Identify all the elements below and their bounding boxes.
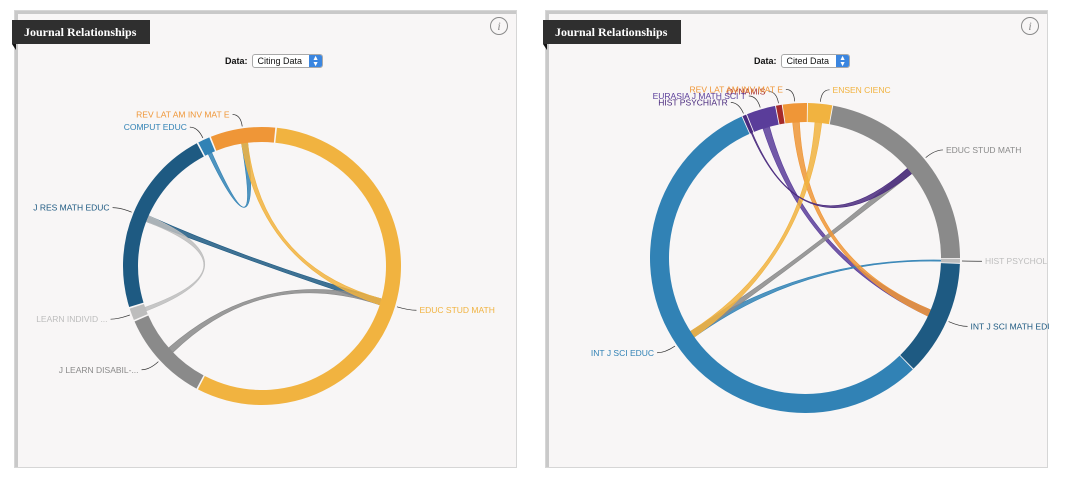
group-label: HIST PSYCHIATR bbox=[658, 98, 728, 108]
label-leader bbox=[112, 207, 132, 213]
select-arrows-icon: ▲ ▼ bbox=[836, 55, 850, 68]
group-arc[interactable] bbox=[900, 263, 960, 369]
citing-panel: Journal Relationships i Data: Citing Data… bbox=[12, 10, 517, 468]
group-arc[interactable] bbox=[123, 143, 204, 307]
info-icon[interactable]: i bbox=[490, 17, 508, 35]
group-arc[interactable] bbox=[782, 103, 808, 124]
chord-ribbon[interactable] bbox=[168, 289, 382, 353]
data-select[interactable]: Citing Data ▲ ▼ bbox=[251, 54, 324, 68]
data-label: Data: bbox=[754, 56, 777, 66]
group-label: DYNAMIS bbox=[727, 86, 766, 96]
group-label: EDUC STUD MATH bbox=[419, 305, 494, 315]
label-leader bbox=[396, 306, 417, 311]
panel-title: Journal Relationships bbox=[12, 20, 151, 50]
group-label: REV LAT AM INV MAT E bbox=[136, 110, 230, 120]
group-arc[interactable] bbox=[650, 116, 913, 413]
group-arc[interactable] bbox=[807, 103, 833, 125]
group-arc[interactable] bbox=[829, 105, 960, 259]
cited-panel: Journal Relationships i Data: Cited Data ▲… bbox=[543, 10, 1049, 468]
data-selector-row: Data: Citing Data ▲ ▼ bbox=[225, 54, 324, 68]
group-label: COMPUT EDUC bbox=[124, 122, 187, 132]
group-label: LEARN INDIVID ... bbox=[36, 314, 107, 324]
label-leader bbox=[189, 126, 204, 139]
data-select-value: Cited Data bbox=[786, 56, 830, 66]
label-leader bbox=[232, 114, 243, 127]
select-arrows-icon: ▲ ▼ bbox=[309, 55, 323, 68]
group-arc[interactable] bbox=[129, 303, 148, 320]
group-label: ENSEN CIENC bbox=[833, 85, 891, 95]
label-leader bbox=[768, 91, 779, 104]
data-selector-row: Data: Cited Data ▲ ▼ bbox=[754, 54, 851, 68]
group-label: J RES MATH EDUC bbox=[33, 203, 109, 213]
group-arc[interactable] bbox=[134, 315, 204, 389]
label-leader bbox=[785, 89, 796, 102]
label-leader bbox=[730, 102, 744, 114]
group-label: HIST PSYCHOL bbox=[985, 256, 1047, 266]
group-arc[interactable] bbox=[940, 258, 960, 263]
data-select[interactable]: Cited Data ▲ ▼ bbox=[780, 54, 851, 68]
group-arc[interactable] bbox=[198, 137, 215, 156]
label-leader bbox=[820, 89, 830, 102]
label-leader bbox=[657, 345, 676, 354]
group-arc[interactable] bbox=[197, 127, 402, 406]
group-label: INT J SCI EDUC bbox=[591, 348, 654, 358]
label-leader bbox=[110, 314, 130, 320]
chord-diagram-citing: REV LAT AM INV MAT E EDUC STUD MATH J LEAR… bbox=[33, 110, 495, 406]
group-label: REV LAT AM INV MAT E bbox=[690, 84, 784, 94]
group-arc[interactable] bbox=[746, 105, 779, 132]
label-leader bbox=[748, 95, 761, 108]
group-arc[interactable] bbox=[775, 104, 785, 125]
chord-ribbon[interactable] bbox=[144, 215, 205, 312]
chord-ribbon[interactable] bbox=[241, 142, 382, 306]
label-leader bbox=[925, 149, 943, 158]
data-select-value: Citing Data bbox=[257, 56, 303, 66]
panel-title: Journal Relationships bbox=[543, 20, 682, 50]
group-arc[interactable] bbox=[742, 114, 754, 134]
info-icon[interactable]: i bbox=[1021, 17, 1039, 35]
label-leader bbox=[141, 361, 159, 371]
group-label: J LEARN DISABIL-... bbox=[59, 365, 139, 375]
label-leader bbox=[948, 321, 968, 327]
group-arc[interactable] bbox=[210, 126, 276, 151]
group-label: INT J SCI MATH EDUC bbox=[971, 321, 1049, 331]
group-label: EURASIA J MATH SCI T bbox=[653, 91, 746, 101]
group-label: EDUC STUD MATH bbox=[946, 145, 1021, 155]
data-label: Data: bbox=[225, 56, 248, 66]
